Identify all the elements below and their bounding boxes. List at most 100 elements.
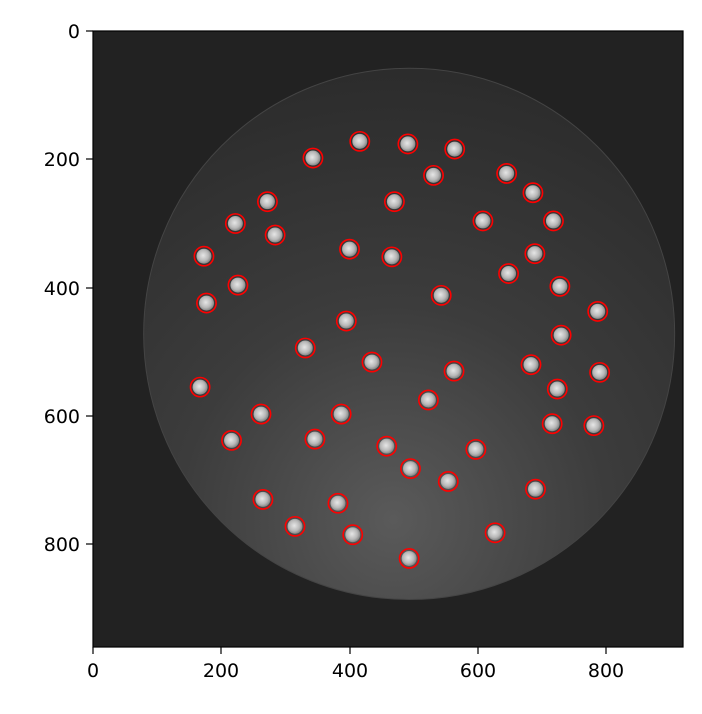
detection-circle xyxy=(541,413,563,435)
y-axis: 0 200 400 600 800 xyxy=(44,21,93,556)
colony xyxy=(553,327,569,343)
colony xyxy=(196,248,212,264)
detection-circle xyxy=(417,389,439,411)
colony xyxy=(468,441,484,457)
colony xyxy=(253,406,269,422)
detection-circle xyxy=(550,324,572,346)
detection-circle xyxy=(484,522,506,544)
x-tick-label: 200 xyxy=(203,660,239,682)
detection-circle xyxy=(264,224,286,246)
plate-image xyxy=(93,31,683,647)
detection-circle xyxy=(361,351,383,373)
colony xyxy=(433,287,449,303)
colony xyxy=(400,136,416,152)
colony xyxy=(552,278,568,294)
detection-circle xyxy=(522,182,544,204)
y-tick-label: 800 xyxy=(44,534,80,556)
detection-circle xyxy=(398,548,420,569)
detection-circle xyxy=(543,210,564,232)
colony xyxy=(501,266,517,282)
y-tick-label: 600 xyxy=(44,406,80,428)
detection-circle xyxy=(381,246,403,268)
colony xyxy=(401,550,417,566)
detection-circle xyxy=(583,415,605,437)
detection-circle xyxy=(257,191,278,213)
detection-circle xyxy=(193,245,215,267)
x-tick-label: 600 xyxy=(460,660,496,682)
colony xyxy=(287,518,303,534)
detection-circle xyxy=(520,354,542,376)
colony xyxy=(345,527,361,543)
colony xyxy=(259,194,275,210)
detection-circle xyxy=(465,438,487,460)
detection-circle xyxy=(189,376,211,398)
detection-circle xyxy=(423,164,444,186)
colony xyxy=(426,167,442,183)
detection-circle xyxy=(437,471,459,492)
colony xyxy=(267,227,283,243)
detection-circle xyxy=(444,138,466,160)
colony xyxy=(475,213,491,229)
detection-circle xyxy=(472,210,494,232)
detection-circle xyxy=(443,360,465,382)
colony xyxy=(227,215,243,232)
detection-circle xyxy=(589,361,611,383)
x-tick-label: 0 xyxy=(87,660,99,682)
colony xyxy=(192,379,208,395)
detection-circle xyxy=(342,524,364,546)
y-tick-label: 200 xyxy=(44,149,80,171)
colony xyxy=(446,363,462,379)
detection-circle xyxy=(330,403,352,425)
detection-circle xyxy=(339,238,360,260)
colony xyxy=(342,241,358,257)
colony xyxy=(364,354,380,370)
colony xyxy=(447,141,463,157)
colony xyxy=(402,461,418,477)
colony xyxy=(230,277,246,293)
colonies-group xyxy=(192,133,608,566)
colony xyxy=(379,438,395,454)
detection-circle xyxy=(525,478,546,500)
detection-circle xyxy=(496,163,518,184)
colony xyxy=(545,213,561,229)
detection-circle xyxy=(196,292,217,314)
colony xyxy=(224,432,240,448)
colony xyxy=(527,246,543,262)
x-tick-label: 400 xyxy=(332,660,368,682)
colony xyxy=(386,194,402,210)
y-tick-label: 0 xyxy=(68,21,80,43)
detection-circle xyxy=(250,403,272,425)
detection-circle xyxy=(227,274,249,296)
detection-circle xyxy=(284,515,306,537)
colony xyxy=(199,295,215,311)
colony xyxy=(420,392,436,408)
colony xyxy=(305,150,321,166)
detection-circle xyxy=(221,429,242,451)
x-tick-label: 800 xyxy=(588,660,624,682)
detection-circle xyxy=(498,263,519,284)
colony xyxy=(523,357,539,373)
detection-circle xyxy=(546,378,568,400)
colony xyxy=(255,491,271,507)
detection-circle xyxy=(397,133,419,155)
detection-circle xyxy=(587,300,609,322)
detection-circle xyxy=(252,488,274,510)
colony xyxy=(549,381,565,397)
x-axis: 0 200 400 600 800 xyxy=(87,647,624,682)
detection-circle xyxy=(302,147,324,169)
colony xyxy=(525,185,541,201)
detection-circle xyxy=(383,191,405,213)
colony xyxy=(352,133,368,149)
detection-circle xyxy=(349,130,371,152)
detection-circle xyxy=(304,428,326,450)
detection-circle xyxy=(400,458,421,480)
colony xyxy=(307,431,323,447)
colony xyxy=(544,416,560,432)
detection-markers xyxy=(189,130,611,569)
detection-circle xyxy=(224,213,246,234)
colony xyxy=(499,165,515,181)
colony xyxy=(330,495,346,511)
colony xyxy=(440,473,456,489)
y-tick-label: 400 xyxy=(44,278,80,300)
